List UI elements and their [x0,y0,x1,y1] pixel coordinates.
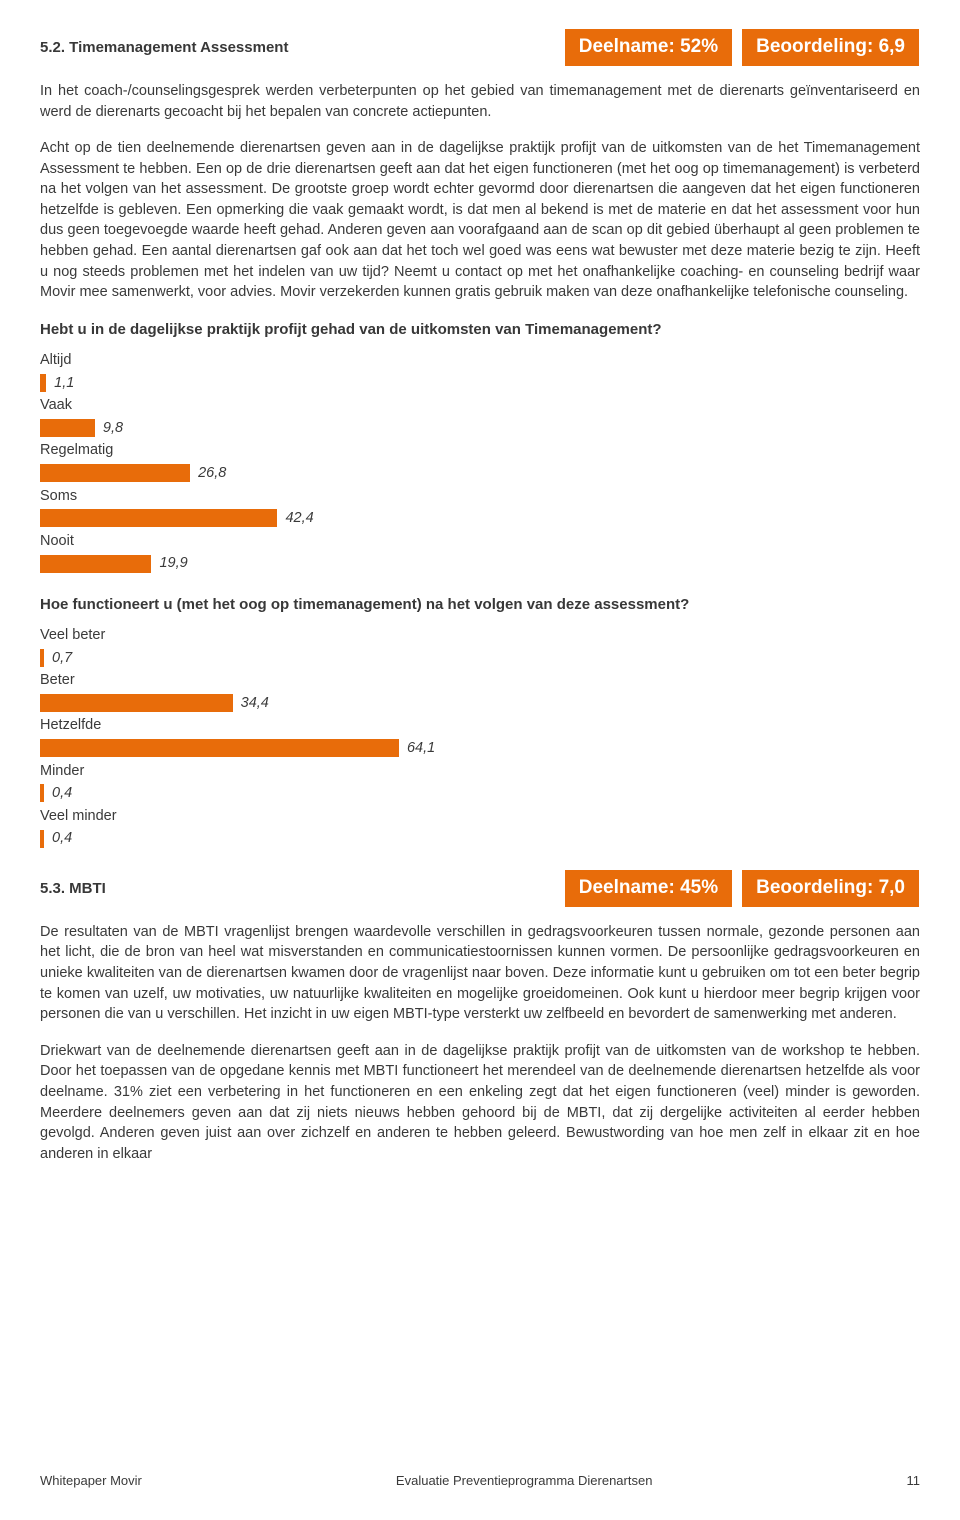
chart-bar-line: 0,4 [40,828,920,849]
chart-value-label: 42,4 [285,508,313,529]
chart2: Veel beter0,7Beter34,4Hetzelfde64,1Minde… [40,625,920,849]
chart-value-label: 64,1 [407,738,435,759]
chart-value-label: 1,1 [54,373,74,394]
chart-row: Minder0,4 [40,761,920,804]
mbti-paragraph-1: De resultaten van de MBTI vragenlijst br… [40,922,920,1025]
chart-bar [40,555,151,573]
intro-paragraph-1: In het coach-/counselingsgesprek werden … [40,81,920,122]
chart-bar-line: 42,4 [40,508,920,529]
chart-category-label: Soms [40,486,920,507]
chart-row: Veel minder0,4 [40,806,920,849]
chart-value-label: 0,7 [52,648,72,669]
section-title-mbti: 5.3. MBTI [40,878,106,899]
chart1-question: Hebt u in de dagelijkse praktijk profijt… [40,319,920,340]
chart-bar-line: 0,7 [40,648,920,669]
chart-bar [40,649,44,667]
chart-bar [40,509,277,527]
intro-paragraph-2: Acht op de tien deelnemende dierenartsen… [40,138,920,303]
chart-bar-line: 34,4 [40,693,920,714]
footer-left: Whitepaper Movir [40,1472,142,1490]
chart-bar [40,374,46,392]
chart-value-label: 9,8 [103,418,123,439]
rating-badge-mbti: Beoordeling: 7,0 [741,869,920,908]
chart-category-label: Veel minder [40,806,920,827]
chart2-question: Hoe functioneert u (met het oog op timem… [40,594,920,615]
chart-value-label: 0,4 [52,828,72,849]
chart-category-label: Beter [40,670,920,691]
chart-bar-line: 26,8 [40,463,920,484]
chart-bar [40,784,44,802]
chart-bar [40,830,44,848]
chart-row: Altijd1,1 [40,350,920,393]
chart-category-label: Regelmatig [40,440,920,461]
chart-category-label: Altijd [40,350,920,371]
chart-value-label: 26,8 [198,463,226,484]
badge-group-mbti: Deelname: 45% Beoordeling: 7,0 [564,869,920,908]
badge-group: Deelname: 52% Beoordeling: 6,9 [564,28,920,67]
chart-bar-line: 64,1 [40,738,920,759]
chart-bar [40,694,233,712]
section-header-mbti: 5.3. MBTI Deelname: 45% Beoordeling: 7,0 [40,869,920,908]
chart-value-label: 19,9 [159,553,187,574]
participation-badge-mbti: Deelname: 45% [564,869,733,908]
mbti-paragraph-2: Driekwart van de deelnemende dierenartse… [40,1041,920,1164]
chart-row: Regelmatig26,8 [40,440,920,483]
chart-row: Veel beter0,7 [40,625,920,668]
chart-category-label: Veel beter [40,625,920,646]
chart-category-label: Vaak [40,395,920,416]
chart-bar [40,739,399,757]
page-footer: Whitepaper Movir Evaluatie Preventieprog… [40,1472,920,1490]
chart-bar-line: 19,9 [40,553,920,574]
chart-row: Hetzelfde64,1 [40,715,920,758]
chart-bar-line: 0,4 [40,783,920,804]
chart-row: Beter34,4 [40,670,920,713]
chart-category-label: Hetzelfde [40,715,920,736]
rating-badge: Beoordeling: 6,9 [741,28,920,67]
chart1: Altijd1,1Vaak9,8Regelmatig26,8Soms42,4No… [40,350,920,574]
chart-bar [40,419,95,437]
chart-category-label: Minder [40,761,920,782]
chart-bar [40,464,190,482]
footer-center: Evaluatie Preventieprogramma Dierenartse… [396,1472,653,1490]
chart-row: Vaak9,8 [40,395,920,438]
chart-value-label: 0,4 [52,783,72,804]
chart-category-label: Nooit [40,531,920,552]
section-header-timemanagement: 5.2. Timemanagement Assessment Deelname:… [40,28,920,67]
footer-right: 11 [906,1472,920,1490]
chart-bar-line: 1,1 [40,373,920,394]
chart-row: Soms42,4 [40,486,920,529]
section-title: 5.2. Timemanagement Assessment [40,37,288,58]
chart-value-label: 34,4 [241,693,269,714]
participation-badge: Deelname: 52% [564,28,733,67]
chart-row: Nooit19,9 [40,531,920,574]
chart-bar-line: 9,8 [40,418,920,439]
